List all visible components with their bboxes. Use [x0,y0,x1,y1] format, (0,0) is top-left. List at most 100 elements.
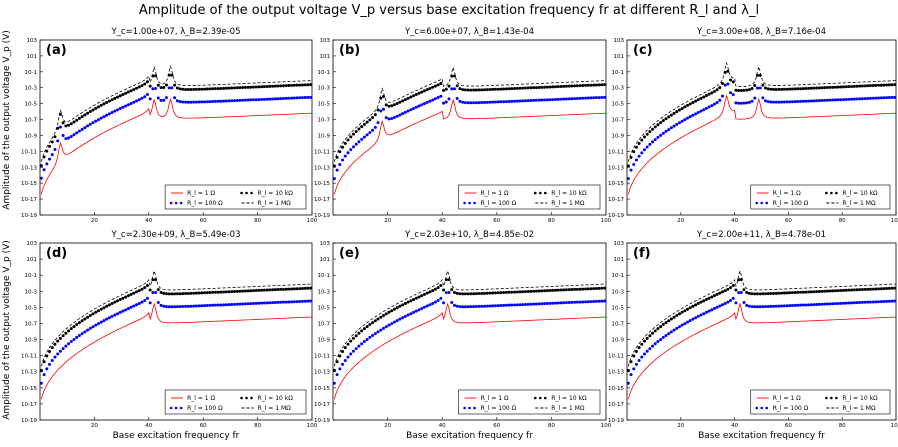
series-black-point [39,164,43,168]
series-blue-point [790,100,794,104]
series-black-point [164,292,168,296]
series-black-point [184,87,188,91]
series-black-point [710,295,714,299]
series-black-point [720,81,724,85]
series-black-point [332,164,336,168]
series-blue-point [540,302,544,306]
series-blue-point [496,100,500,104]
series-black-point [265,288,269,292]
series-black-point [463,88,467,92]
series-black-point [669,317,673,321]
series-blue-point [132,304,136,308]
series-blue-point [702,108,706,112]
series-black-point [686,103,690,107]
series-black-point [777,87,781,91]
series-blue-point [143,95,147,99]
series-black-point [863,84,867,88]
series-black-point [72,120,76,124]
series-black-point [823,86,827,90]
series-blue-point [360,137,364,141]
series-blue-point [718,304,722,308]
series-blue-point [729,91,733,95]
series-blue-point [656,135,660,139]
series-blue-point [145,93,149,97]
series-black-point [156,83,160,87]
series-blue-point [659,337,663,341]
series-blue-point [290,300,294,304]
series-blue-point [48,157,52,161]
series-blue-point [691,317,695,321]
series-black-point [793,87,797,91]
series-black-point [556,288,560,292]
series-black-point [96,309,100,313]
series-black-point [88,314,92,318]
series-blue-point [518,303,522,307]
series-blue-point [556,301,560,305]
legend-marker [755,201,759,205]
y-tick-label: 10-9 [25,133,38,139]
series-black-point [246,85,250,89]
series-black-point [755,292,759,296]
series-blue-point [852,97,856,101]
series-black-point [232,289,236,293]
series-black-point [653,125,657,129]
series-blue-point [455,304,459,308]
y-tick-label: 10-13 [314,370,330,376]
series-black-point [521,290,525,294]
series-black-point [194,87,198,91]
series-black-point [371,116,375,120]
series-blue-point [788,304,792,308]
series-black-point [559,85,563,89]
series-blue-point [648,347,652,351]
x-tick-label: 80 [254,423,261,429]
series-black-point [659,325,663,329]
series-black-point [238,86,242,90]
series-blue-point [477,304,481,308]
series-black-point [287,84,291,88]
series-blue-point [208,100,212,104]
series-blue-point [491,304,495,308]
series-blue-point [77,333,81,337]
series-blue-point [477,101,481,105]
series-black-point [371,321,375,325]
series-black-point [53,342,57,346]
series-black-point [656,123,660,127]
axes-frame [332,39,607,216]
series-black-point [548,289,552,293]
series-black-point [537,85,541,89]
series-black-point [866,287,870,291]
series-blue-point [94,119,98,123]
series-black-point [747,291,751,295]
series-black-point [780,87,784,91]
series-black-point [586,83,590,87]
y-tick-label: 101 [27,257,38,263]
series-black-point [99,307,103,311]
series-black-point [335,360,339,364]
series-blue-point [184,304,188,308]
series-blue-point [154,291,158,295]
series-black-point [723,289,727,293]
series-blue-point [412,107,416,111]
series-black-point [444,87,448,91]
series-blue-point [828,98,832,102]
series-blue-point [496,304,500,308]
series-black-point [235,86,239,90]
legend-marker [174,201,178,205]
series-black-point [472,292,476,296]
series-black-point [241,86,245,90]
series-black-point [216,87,220,91]
y-tick-label: 10-17 [21,197,37,203]
series-black-point [675,314,679,318]
series-blue-point [825,302,829,306]
series-blue-point [230,99,234,103]
series-blue-point [731,296,735,300]
series-black-point [831,289,835,293]
series-black-point [403,302,407,306]
series-black-point [742,88,746,92]
series-blue-point [309,95,313,99]
series-blue-point [581,96,585,100]
y-tick-label: 10-1 [318,70,330,76]
panel-a: Y_c=1.00e+07, λ_B=2.39e-05 103 101 10-1 10-3… [21,27,318,224]
series-blue-point [102,319,106,323]
series-blue-point [436,299,440,303]
